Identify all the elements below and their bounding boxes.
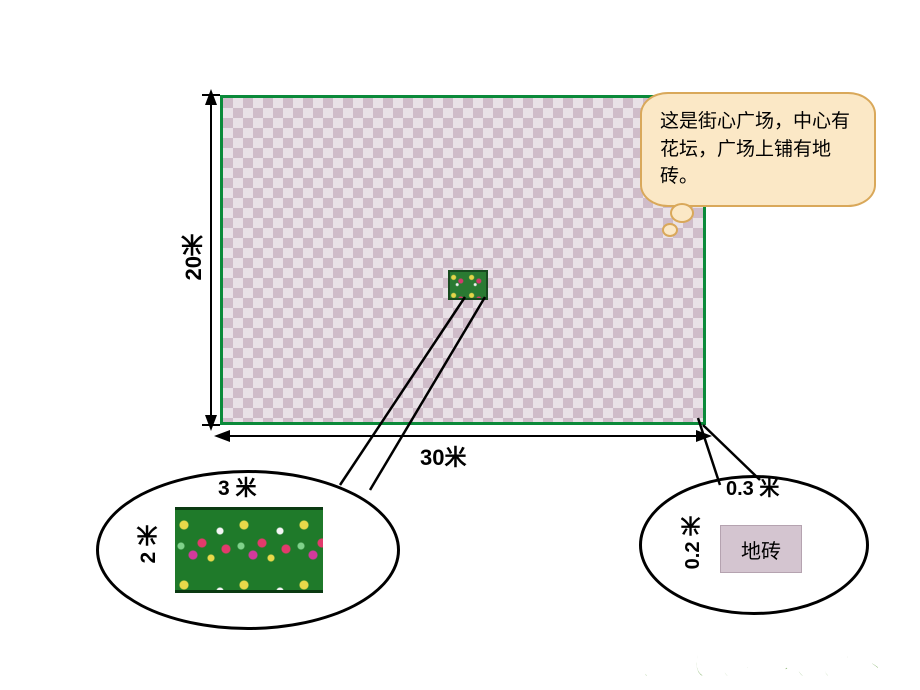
thought-text: 这是街心广场，中心有花坛，广场上铺有地砖。: [660, 111, 850, 187]
tile-height-label: 0.2 米: [678, 516, 707, 569]
flower-height-label: 2 米: [134, 525, 164, 564]
tile-pattern: [223, 98, 703, 422]
tile-width-label: 0.3 米: [726, 472, 779, 501]
flower-width-label: 3 米: [218, 472, 257, 502]
plaza-rect: [220, 95, 706, 425]
dim-height-label: 20米: [178, 234, 210, 280]
footer-text: 北师大版四年级数学下册: [631, 647, 906, 682]
tile-box: 地砖: [720, 525, 802, 573]
tile-label: 地砖: [741, 535, 781, 564]
flowerbed-large: [175, 507, 323, 593]
thought-bubble: 这是街心广场，中心有花坛，广场上铺有地砖。: [640, 92, 876, 207]
dim-width-label: 30米: [420, 440, 466, 472]
flowerbed-small: [448, 270, 488, 300]
